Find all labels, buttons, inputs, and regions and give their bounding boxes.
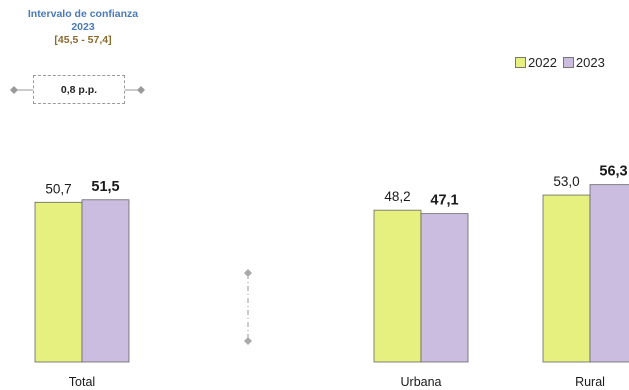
legend-label-2023: 2023 [575, 55, 605, 70]
separator-diamond-bottom [244, 337, 252, 345]
bar-total-2022 [34, 201, 83, 363]
legend: 2022 2023 [515, 55, 611, 70]
bar-rural-2023 [589, 184, 629, 363]
bar-total-2023 [81, 199, 130, 363]
category-label-rural: Rural [575, 375, 605, 389]
bar-rural-2022 [542, 194, 591, 363]
ci-diamond-right [137, 86, 145, 94]
difference-label: 0,8 p.p. [33, 75, 125, 104]
data-label-urbana-2022: 48,2 [384, 189, 410, 204]
category-label-total: Total [69, 375, 95, 389]
bar-urbana-2023 [420, 213, 469, 363]
legend-swatch-2022 [515, 57, 526, 68]
legend-swatch-2023 [562, 57, 574, 68]
confidence-interval-range: [45,5 - 57,4] [54, 34, 112, 46]
bar-urbana-2022 [373, 209, 422, 363]
data-label-rural-2023: 56,3 [599, 164, 627, 180]
data-label-urbana-2023: 47,1 [430, 193, 458, 209]
ci-diamond-left [10, 86, 18, 94]
data-label-total-2023: 51,5 [91, 179, 119, 195]
category-label-urbana: Urbana [401, 375, 442, 389]
confidence-interval-title: Intervalo de confianza 2023 [27, 8, 139, 33]
legend-label-2022: 2022 [528, 55, 557, 70]
legend-item-2023: 2023 [562, 55, 605, 70]
separator-diamond-top [244, 269, 252, 277]
data-label-rural-2022: 53,0 [553, 174, 579, 189]
legend-item-2022: 2022 [515, 55, 557, 70]
data-label-total-2022: 50,7 [45, 181, 71, 196]
